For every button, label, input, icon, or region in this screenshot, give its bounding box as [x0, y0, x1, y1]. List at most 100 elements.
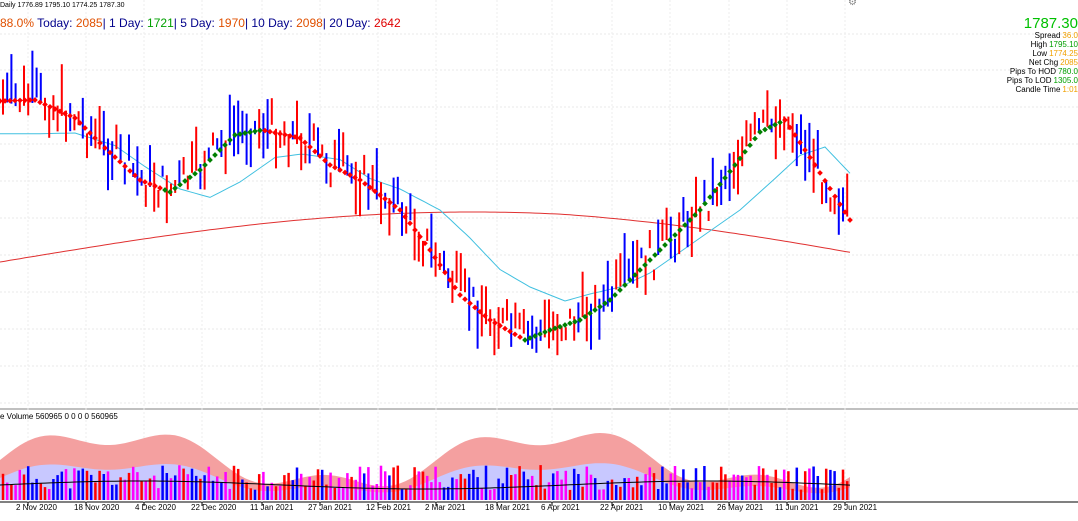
trend-dot	[97, 140, 103, 146]
day10-label: 10 Day:	[251, 16, 293, 30]
trend-dot	[687, 217, 693, 223]
trend-dot	[367, 184, 373, 191]
trend-dot	[12, 97, 18, 104]
trend-dot	[612, 292, 618, 298]
trend-dot	[147, 181, 153, 187]
trend-dot	[752, 135, 758, 142]
trend-dot	[527, 335, 533, 341]
trend-dot	[517, 334, 523, 340]
trend-dot	[507, 328, 513, 335]
trend-dot	[502, 325, 508, 332]
trend-dot	[277, 130, 283, 137]
trend-dot	[842, 209, 848, 215]
trend-dot	[572, 318, 578, 325]
trend-dot	[737, 155, 743, 162]
trend-dot	[822, 177, 828, 184]
current-price: 1787.30	[1023, 15, 1078, 32]
trend-dot	[117, 158, 123, 165]
day20-label: 20 Day:	[329, 16, 371, 30]
trend-dot	[297, 135, 303, 141]
settings-icon[interactable]: ⚙	[848, 0, 857, 8]
trend-dot	[342, 169, 348, 176]
trend-dot	[67, 112, 73, 119]
trend-dot	[667, 237, 673, 243]
trend-dot	[212, 152, 218, 158]
trend-dot	[817, 170, 823, 176]
trend-dot	[462, 296, 468, 303]
trend-dot	[682, 222, 688, 228]
trend-dot	[792, 132, 798, 138]
trend-dot	[37, 99, 43, 106]
volume-bars	[0, 433, 851, 500]
trend-dot	[122, 163, 128, 170]
trend-dot	[92, 135, 98, 141]
trend-dot	[392, 203, 398, 210]
trend-dot	[412, 227, 418, 233]
info-row-high: High 1795.10	[1030, 40, 1078, 49]
trend-dot	[287, 133, 293, 139]
trend-dot	[797, 139, 803, 146]
trend-dot	[582, 313, 588, 320]
trend-dot	[292, 134, 298, 140]
trend-dot	[542, 329, 548, 335]
trend-dot	[677, 227, 683, 233]
trend-dot	[777, 119, 783, 126]
trend-dot	[42, 101, 48, 108]
trend-dot	[22, 97, 28, 104]
trend-dot	[492, 320, 498, 326]
trend-dot	[402, 213, 408, 220]
trend-dot	[282, 131, 288, 138]
trend-dot	[597, 303, 603, 310]
trend-dot	[827, 185, 833, 192]
trend-dot	[467, 300, 473, 307]
date-label: 22 Dec 2020	[191, 503, 237, 512]
trend-dot	[522, 337, 528, 343]
trend-dot	[192, 170, 198, 177]
trend-dot	[422, 240, 428, 247]
trend-dot	[307, 144, 313, 150]
trend-dot	[497, 322, 503, 329]
trend-dot	[207, 157, 213, 163]
trend-dot	[172, 185, 178, 192]
trend-dot	[447, 277, 453, 283]
volume-label: e Volume 560965 0 0 0 0 560965	[0, 412, 118, 421]
trend-dot	[262, 127, 268, 134]
trend-dot	[707, 194, 713, 200]
trend-dot	[77, 120, 83, 126]
trend-dot	[647, 257, 653, 263]
day1-value: 1721	[147, 16, 174, 30]
today-label: Today:	[37, 16, 73, 30]
trend-dot	[217, 147, 223, 153]
trend-dot	[432, 254, 438, 261]
trend-dot	[512, 331, 518, 338]
trend-dot	[107, 149, 113, 156]
volume-average-line	[0, 480, 851, 490]
trend-dot	[442, 269, 448, 276]
trend-dot	[252, 128, 258, 135]
trend-dot	[167, 189, 173, 195]
date-label: 12 Feb 2021	[366, 503, 411, 512]
trend-dot	[47, 103, 53, 110]
trend-dot	[732, 162, 738, 168]
trend-dot	[407, 220, 413, 227]
info-row-spread: Spread 36.0	[1034, 31, 1078, 40]
trend-dot	[547, 327, 553, 333]
trend-dot	[767, 124, 773, 131]
date-label: 4 Dec 2020	[135, 503, 176, 512]
trend-dot	[772, 121, 778, 128]
trend-dot	[487, 317, 493, 323]
separator: |	[173, 16, 181, 30]
trend-dot	[652, 252, 658, 258]
trend-dot	[812, 162, 818, 168]
date-label: 22 Apr 2021	[600, 503, 644, 512]
date-label: 11 Jun 2021	[775, 503, 819, 512]
trend-dot	[587, 310, 593, 317]
trend-dot	[562, 322, 568, 328]
ma-slow-line	[0, 211, 851, 263]
trend-dot	[482, 312, 488, 319]
ma-fast-line	[0, 132, 851, 302]
trend-dot	[312, 148, 318, 155]
date-label: 29 Jun 2021	[833, 503, 878, 512]
